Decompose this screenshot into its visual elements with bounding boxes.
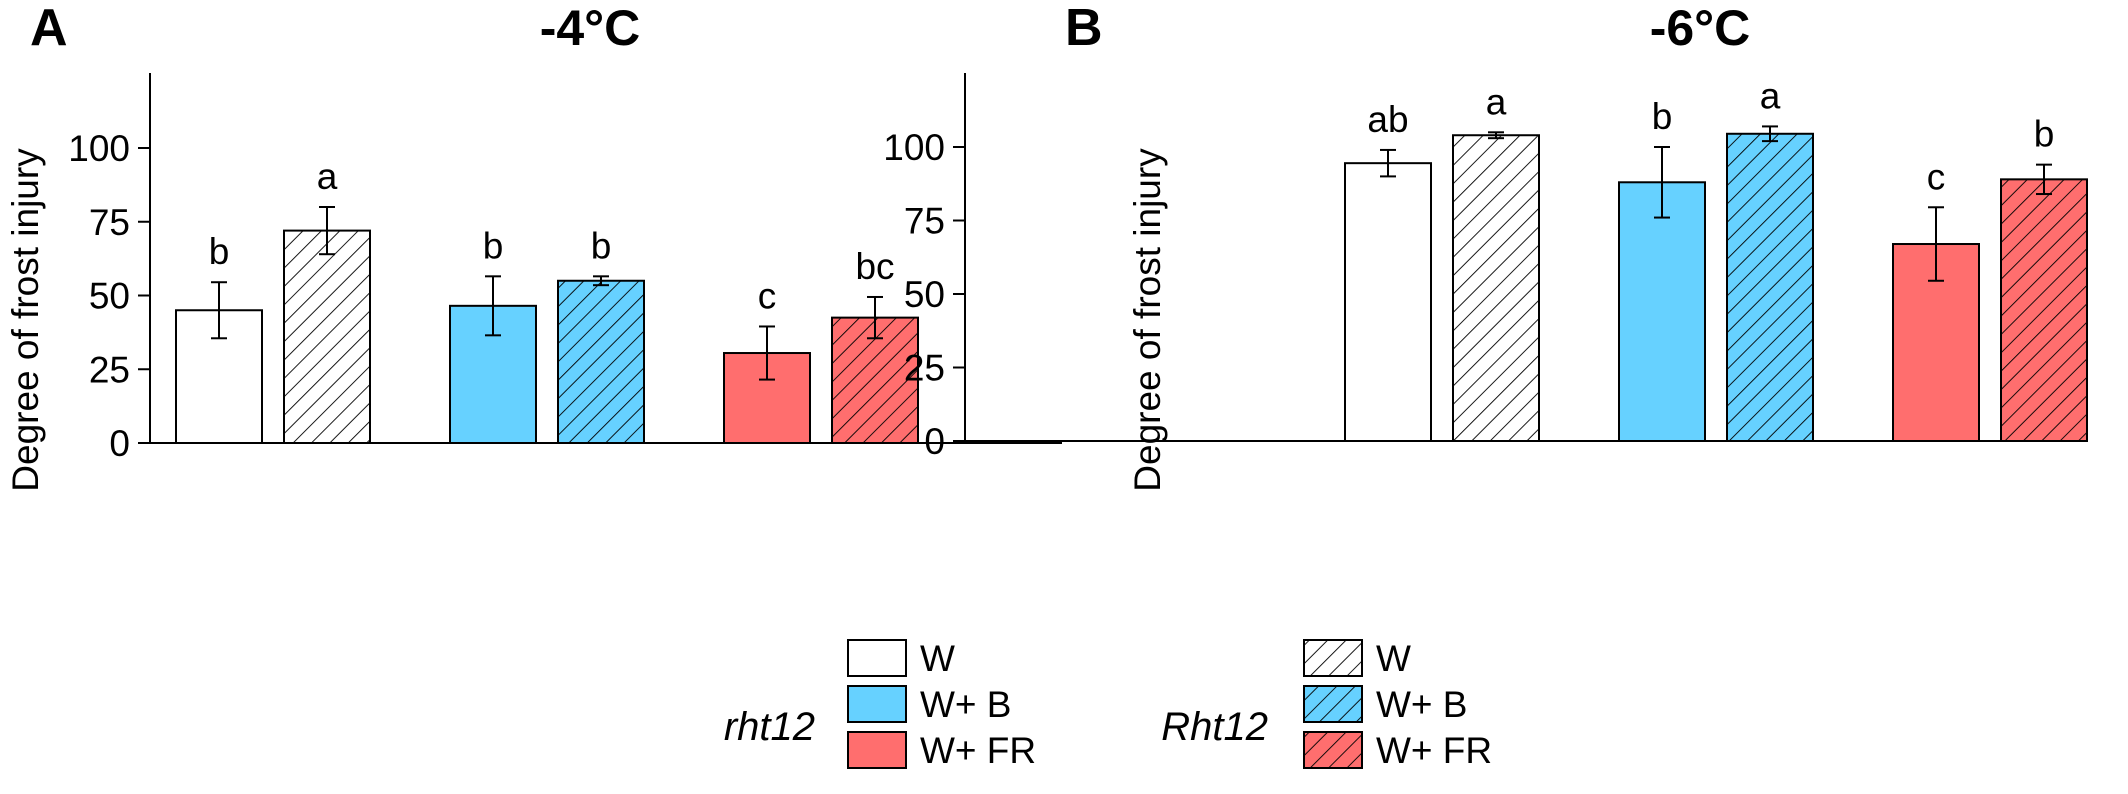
significance-letter: bc	[855, 246, 894, 287]
bar-w-Rht12	[283, 229, 371, 444]
y-tick-label: 50	[89, 276, 130, 317]
significance-letter: a	[1486, 81, 1507, 122]
y-tick-label: 0	[924, 421, 945, 462]
legend-swatch-rht12-w-fr	[847, 731, 907, 769]
y-tick-label: 75	[89, 202, 130, 243]
y-tick-label: 100	[68, 128, 130, 169]
legend-item-label: W	[920, 638, 955, 679]
panel-a-title: -4°C	[540, 0, 641, 56]
legend-item-label: W+ FR	[920, 730, 1036, 771]
significance-letter: b	[483, 225, 504, 266]
y-tick-label: 100	[883, 127, 945, 168]
significance-letter: c	[758, 275, 777, 316]
significance-letter: b	[1652, 96, 1673, 137]
legend-swatch-rht12-w-b	[847, 685, 907, 723]
significance-letter: b	[2034, 114, 2055, 155]
significance-letter: a	[317, 156, 338, 197]
panel-b: B -6°C Degree of frost injury 0 25 50 75 100…	[883, 0, 2088, 492]
legend-item-label: W+ B	[920, 684, 1012, 725]
significance-letter: ab	[1367, 99, 1408, 140]
legend-swatch-Rht12-w	[1303, 639, 1363, 677]
bar-w-rht12	[1344, 162, 1432, 442]
y-tick-label: 25	[89, 349, 130, 390]
legend-item-label: W	[1376, 638, 1411, 679]
significance-letter: a	[1760, 75, 1781, 116]
legend-item-label: W+ FR	[1376, 730, 1492, 771]
legend-swatch-Rht12-w-b	[1303, 685, 1363, 723]
bar-w-b-Rht12	[1726, 132, 1814, 443]
y-tick-label: 0	[109, 423, 130, 464]
panel-a: A -4°C Degree of frost injury 0 25 50 75 100…	[5, 0, 1062, 492]
panel-b-y-axis-label: Degree of frost injury	[1127, 148, 1168, 492]
panel-letter-a: A	[30, 0, 68, 57]
significance-letter: b	[591, 225, 612, 266]
legend: rht12 Rht12 W W+ B W+ FR W W+ B W+ FR	[724, 638, 1492, 771]
bar-w-b-rht12	[1618, 181, 1706, 442]
legend-group-Rht12: Rht12	[1161, 705, 1268, 749]
bar-w-Rht12	[1452, 134, 1540, 443]
legend-item-label: W+ B	[1376, 684, 1468, 725]
y-tick-label: 75	[904, 201, 945, 242]
panel-b-title: -6°C	[1650, 0, 1751, 56]
significance-letter: b	[209, 231, 230, 272]
legend-swatch-rht12-w	[847, 639, 907, 677]
y-tick-label: 25	[904, 348, 945, 389]
panel-letter-b: B	[1065, 0, 1103, 57]
significance-letter: c	[1927, 156, 1946, 197]
panel-a-y-axis-label: Degree of frost injury	[5, 148, 46, 492]
bar-w-b-Rht12	[557, 279, 645, 444]
y-tick-label: 50	[904, 274, 945, 315]
legend-group-rht12: rht12	[724, 705, 815, 749]
legend-swatch-Rht12-w-fr	[1303, 731, 1363, 769]
bar-w-fr-Rht12	[2000, 178, 2088, 442]
